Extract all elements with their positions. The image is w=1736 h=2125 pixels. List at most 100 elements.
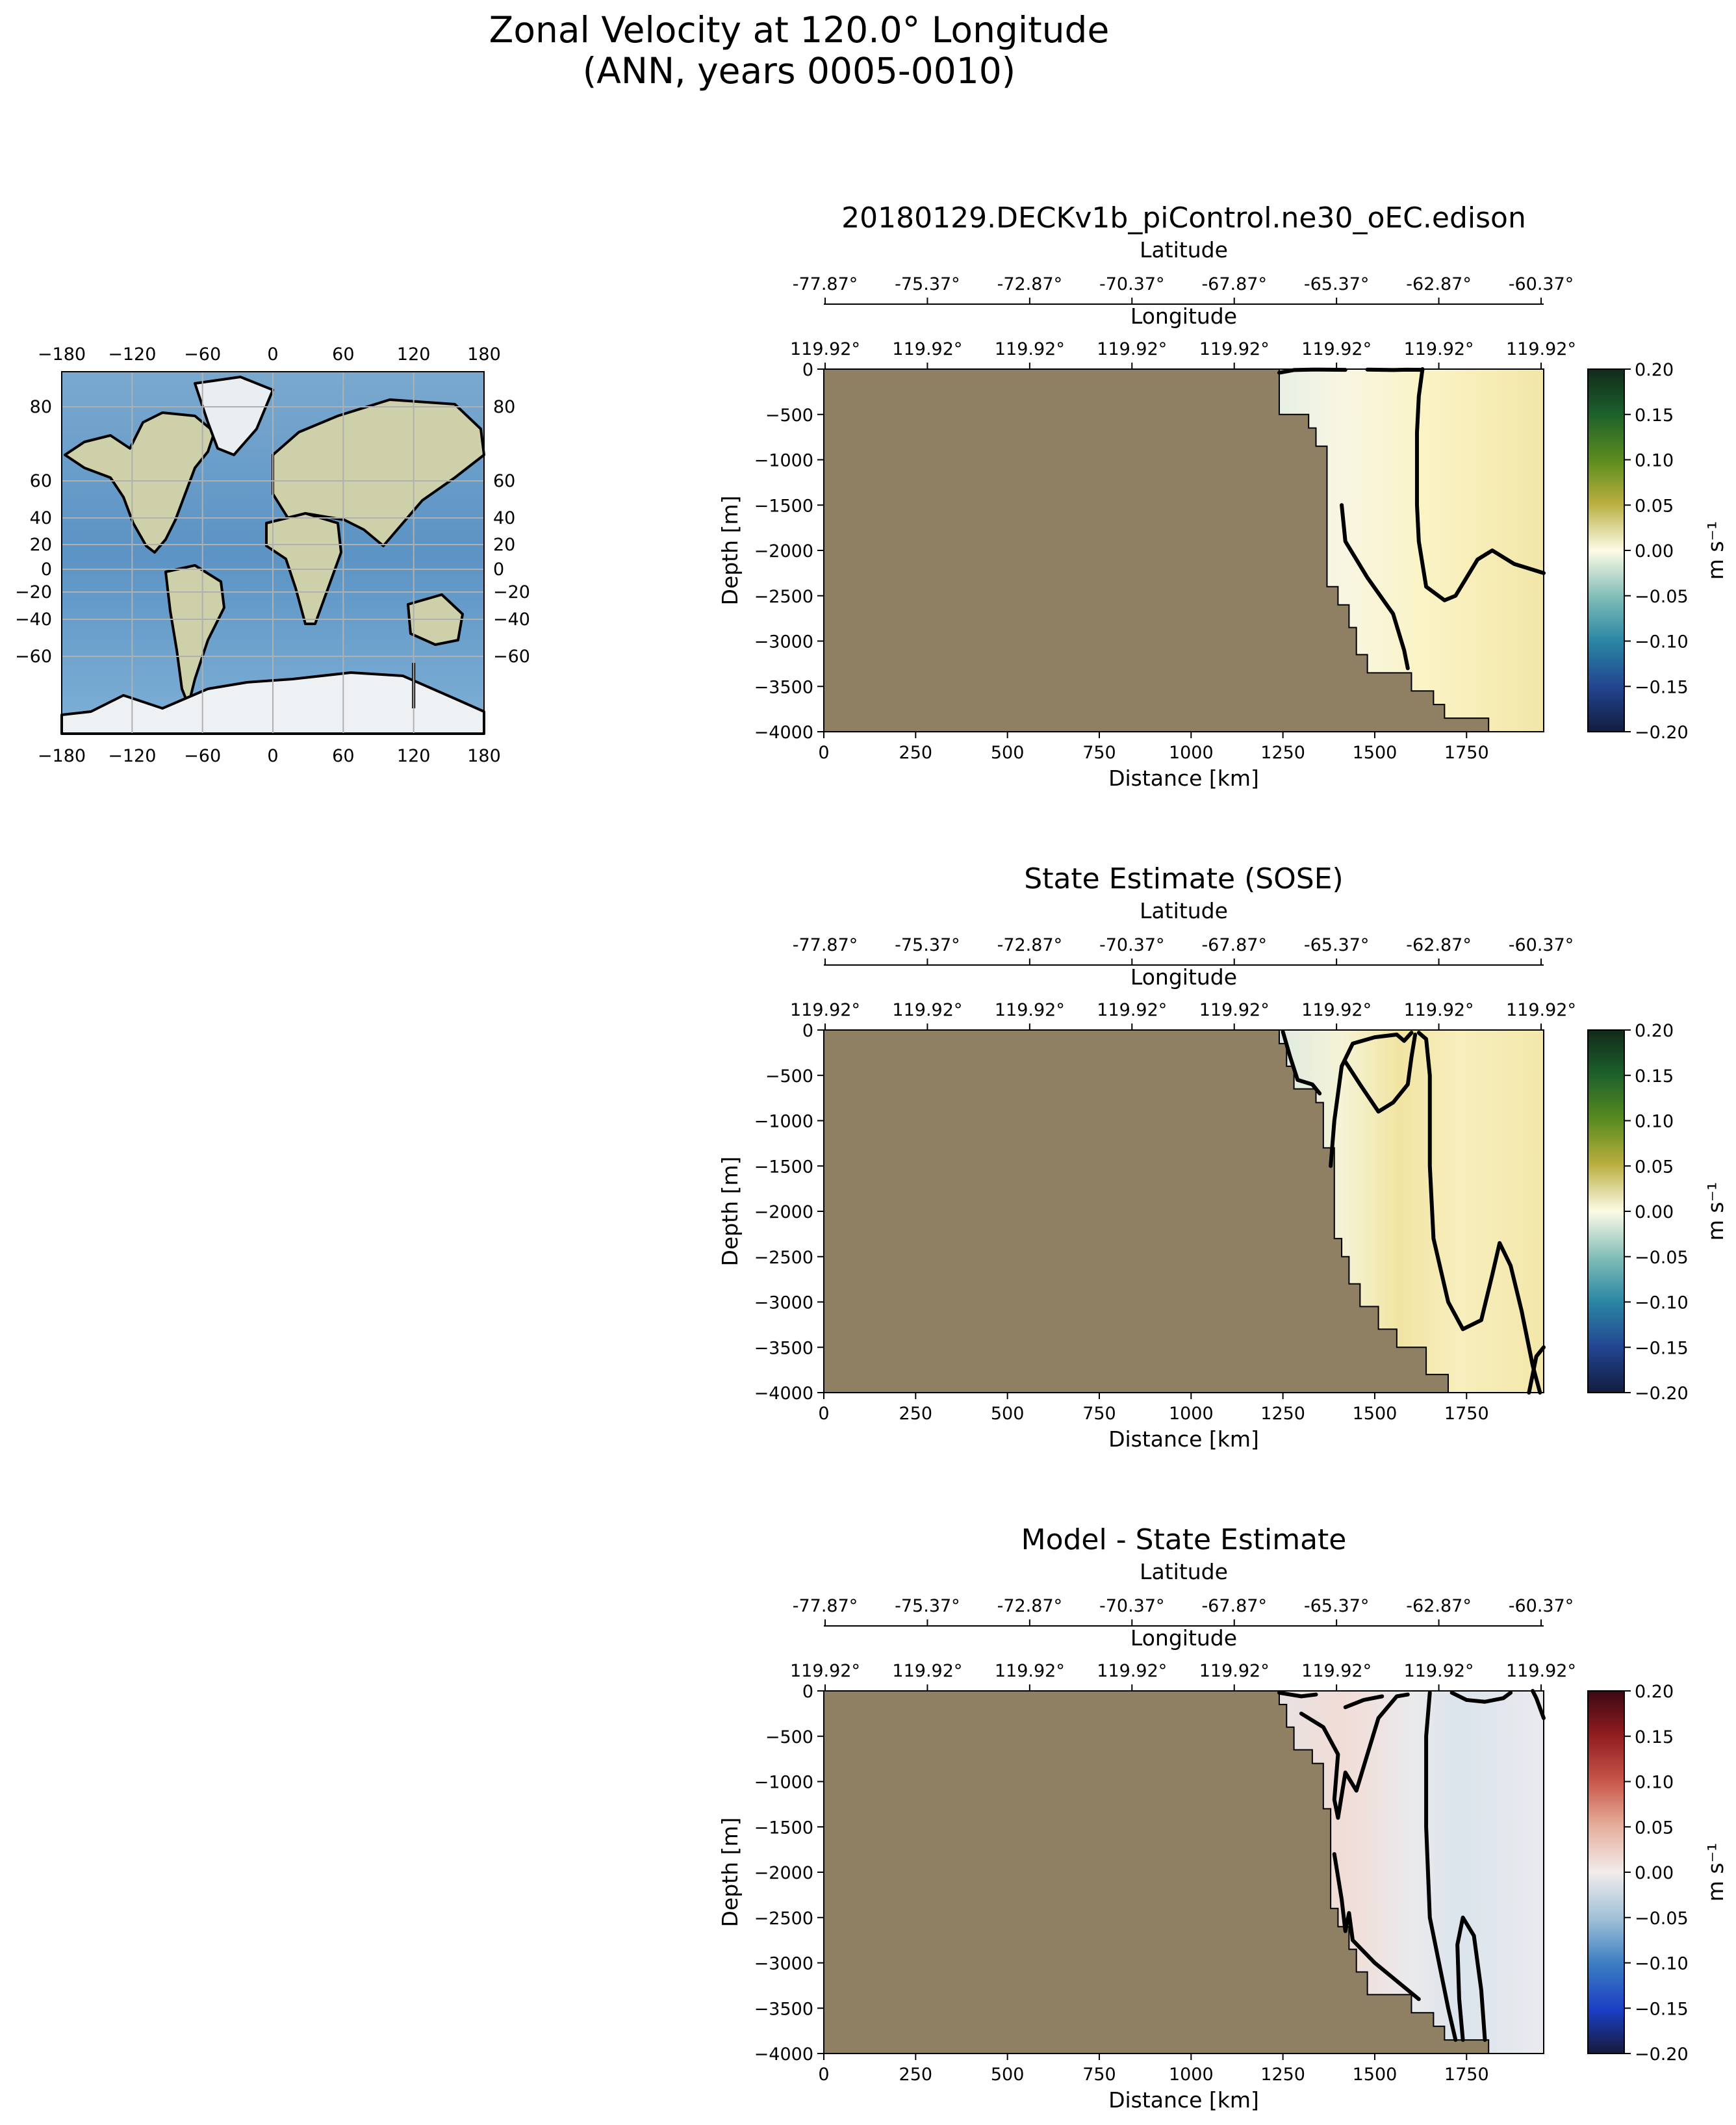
latitude-tick-label: -60.37° (1509, 1596, 1574, 1616)
latitude-tick-label: -62.87° (1406, 274, 1472, 294)
zero-contour (1281, 1029, 1322, 1096)
x-axis-label: Distance [km] (1108, 1426, 1259, 1452)
x-tick-label: 500 (991, 2065, 1025, 2085)
latitude-axis-label: Latitude (1140, 1559, 1228, 1584)
x-tick-label: 1750 (1444, 2065, 1489, 2085)
y-tick-label: −2000 (754, 1202, 813, 1222)
longitude-tick-label: 119.92° (790, 1000, 860, 1020)
latitude-tick-label: -72.87° (997, 274, 1063, 294)
panel-title: Model - State Estimate (1021, 1523, 1347, 1556)
y-axis-label: Depth [m] (717, 1818, 743, 1927)
x-axis-label: Distance [km] (1108, 766, 1259, 791)
x-tick-label: 1000 (1169, 743, 1214, 763)
longitude-axis-label: Longitude (1130, 1625, 1237, 1651)
longitude-tick-label: 119.92° (790, 1661, 860, 1681)
panel-title: 20180129.DECKv1b_piControl.ne30_oEC.edis… (841, 201, 1526, 235)
x-tick-label: 1500 (1353, 743, 1398, 763)
colorbar-tick-label: −0.15 (1635, 677, 1689, 697)
y-tick-label: −3500 (754, 1999, 813, 2019)
y-tick-label: −1500 (754, 1818, 813, 1838)
y-tick-label: −2500 (754, 587, 813, 607)
latitude-tick-label: -65.37° (1304, 935, 1370, 955)
zero-contour (1343, 1694, 1385, 1710)
map-right-tick: −40 (493, 610, 530, 630)
zero-contour (1343, 1032, 1418, 1114)
x-tick-label: 1500 (1353, 2065, 1398, 2085)
longitude-tick-label: 119.92° (1199, 1661, 1270, 1681)
longitude-axis-label: Longitude (1130, 964, 1237, 990)
longitude-tick-label: 119.92° (995, 1000, 1065, 1020)
location-map: −180 −180 −120 −120 −60 −60 0 0 60 60 120 120 180 180… (15, 344, 530, 766)
colorbar-tick-label: 0.10 (1635, 451, 1674, 471)
map-bottom-tick: −120 (108, 746, 156, 766)
panel-model-minus-state-estimate: Model - State Estimate Latitude Longitude -… (717, 1523, 1728, 2113)
x-tick-label: 750 (1082, 743, 1116, 763)
y-tick-label: −2500 (754, 1909, 813, 1929)
y-tick-label: −1000 (754, 1773, 813, 1793)
longitude-tick-label: 119.92° (1097, 339, 1167, 359)
longitude-tick-label: 119.92° (1404, 339, 1474, 359)
colorbar (1587, 1690, 1625, 2054)
map-left-tick: −60 (15, 647, 52, 667)
latitude-tick-label: -70.37° (1099, 274, 1165, 294)
latitude-tick-label: -77.87° (793, 1596, 858, 1616)
map-right-tick: 80 (493, 397, 515, 417)
longitude-tick-label: 119.92° (1301, 1000, 1372, 1020)
y-tick-label: −500 (765, 1066, 813, 1087)
colorbar-tick-label: 0.10 (1635, 1773, 1674, 1793)
x-tick-label: 1250 (1260, 2065, 1305, 2085)
zero-contour (1299, 1692, 1410, 1820)
y-tick-label: −3000 (754, 1293, 813, 1313)
colorbar-tick-label: 0.15 (1635, 1727, 1674, 1747)
colorbar-tick-label: 0.00 (1635, 541, 1674, 561)
colorbar-tick-label: −0.10 (1635, 1293, 1689, 1313)
y-tick-label: −2500 (754, 1248, 813, 1268)
map-right-tick: 0 (493, 560, 504, 580)
colorbar-tick-label: 0.05 (1635, 1157, 1674, 1177)
latitude-tick-label: -70.37° (1099, 1596, 1165, 1616)
latitude-tick-label: -60.37° (1509, 935, 1574, 955)
y-tick-label: −2000 (754, 541, 813, 561)
x-tick-label: 0 (818, 1404, 829, 1424)
latitude-tick-label: -67.87° (1201, 274, 1267, 294)
longitude-tick-label: 119.92° (892, 1661, 962, 1681)
colorbar-tick-label: 0.10 (1635, 1112, 1674, 1132)
y-axis-label: Depth [m] (717, 1157, 743, 1267)
colorbar-tick-label: −0.05 (1635, 1909, 1689, 1929)
colorbar-tick-label: −0.05 (1635, 1248, 1689, 1268)
map-right-tick: −60 (493, 647, 530, 667)
zero-contour (1277, 1690, 1318, 1699)
zero-contour (1531, 1689, 1546, 1720)
map-bottom-tick: −180 (38, 746, 86, 766)
map-right-tick: 40 (493, 508, 515, 528)
x-tick-label: 0 (818, 743, 829, 763)
map-left-tick: −20 (15, 582, 52, 602)
panel-title: State Estimate (SOSE) (1024, 862, 1343, 895)
longitude-tick-label: 119.92° (1506, 1661, 1576, 1681)
colorbar-tick-label: −0.20 (1635, 723, 1689, 743)
map-left-tick: −40 (15, 610, 52, 630)
map-continents (60, 376, 485, 735)
latitude-tick-label: -67.87° (1201, 1596, 1267, 1616)
y-tick-label: −3500 (754, 677, 813, 697)
y-tick-label: −1500 (754, 496, 813, 516)
zero-contour (1340, 503, 1410, 671)
x-tick-label: 1750 (1444, 1404, 1489, 1424)
map-top-tick: −180 (38, 344, 86, 365)
map-bottom-tick: 120 (397, 746, 431, 766)
x-tick-label: 250 (899, 1404, 933, 1424)
latitude-tick-label: -60.37° (1509, 274, 1574, 294)
colorbar-label: m s⁻¹ (1703, 521, 1728, 580)
zero-contour (1416, 1031, 1542, 1395)
latitude-tick-label: -65.37° (1304, 274, 1370, 294)
y-tick-label: −500 (765, 406, 813, 426)
x-tick-label: 1000 (1169, 1404, 1214, 1424)
colorbar (1587, 368, 1625, 732)
x-tick-label: 1000 (1169, 2065, 1214, 2085)
colorbar-tick-label: 0.00 (1635, 1202, 1674, 1222)
map-left-tick: 20 (30, 535, 52, 555)
longitude-tick-label: 119.92° (892, 339, 962, 359)
map-right-tick: −20 (493, 582, 530, 602)
colorbar-tick-label: −0.15 (1635, 1999, 1689, 2019)
longitude-tick-label: 119.92° (1097, 1000, 1167, 1020)
